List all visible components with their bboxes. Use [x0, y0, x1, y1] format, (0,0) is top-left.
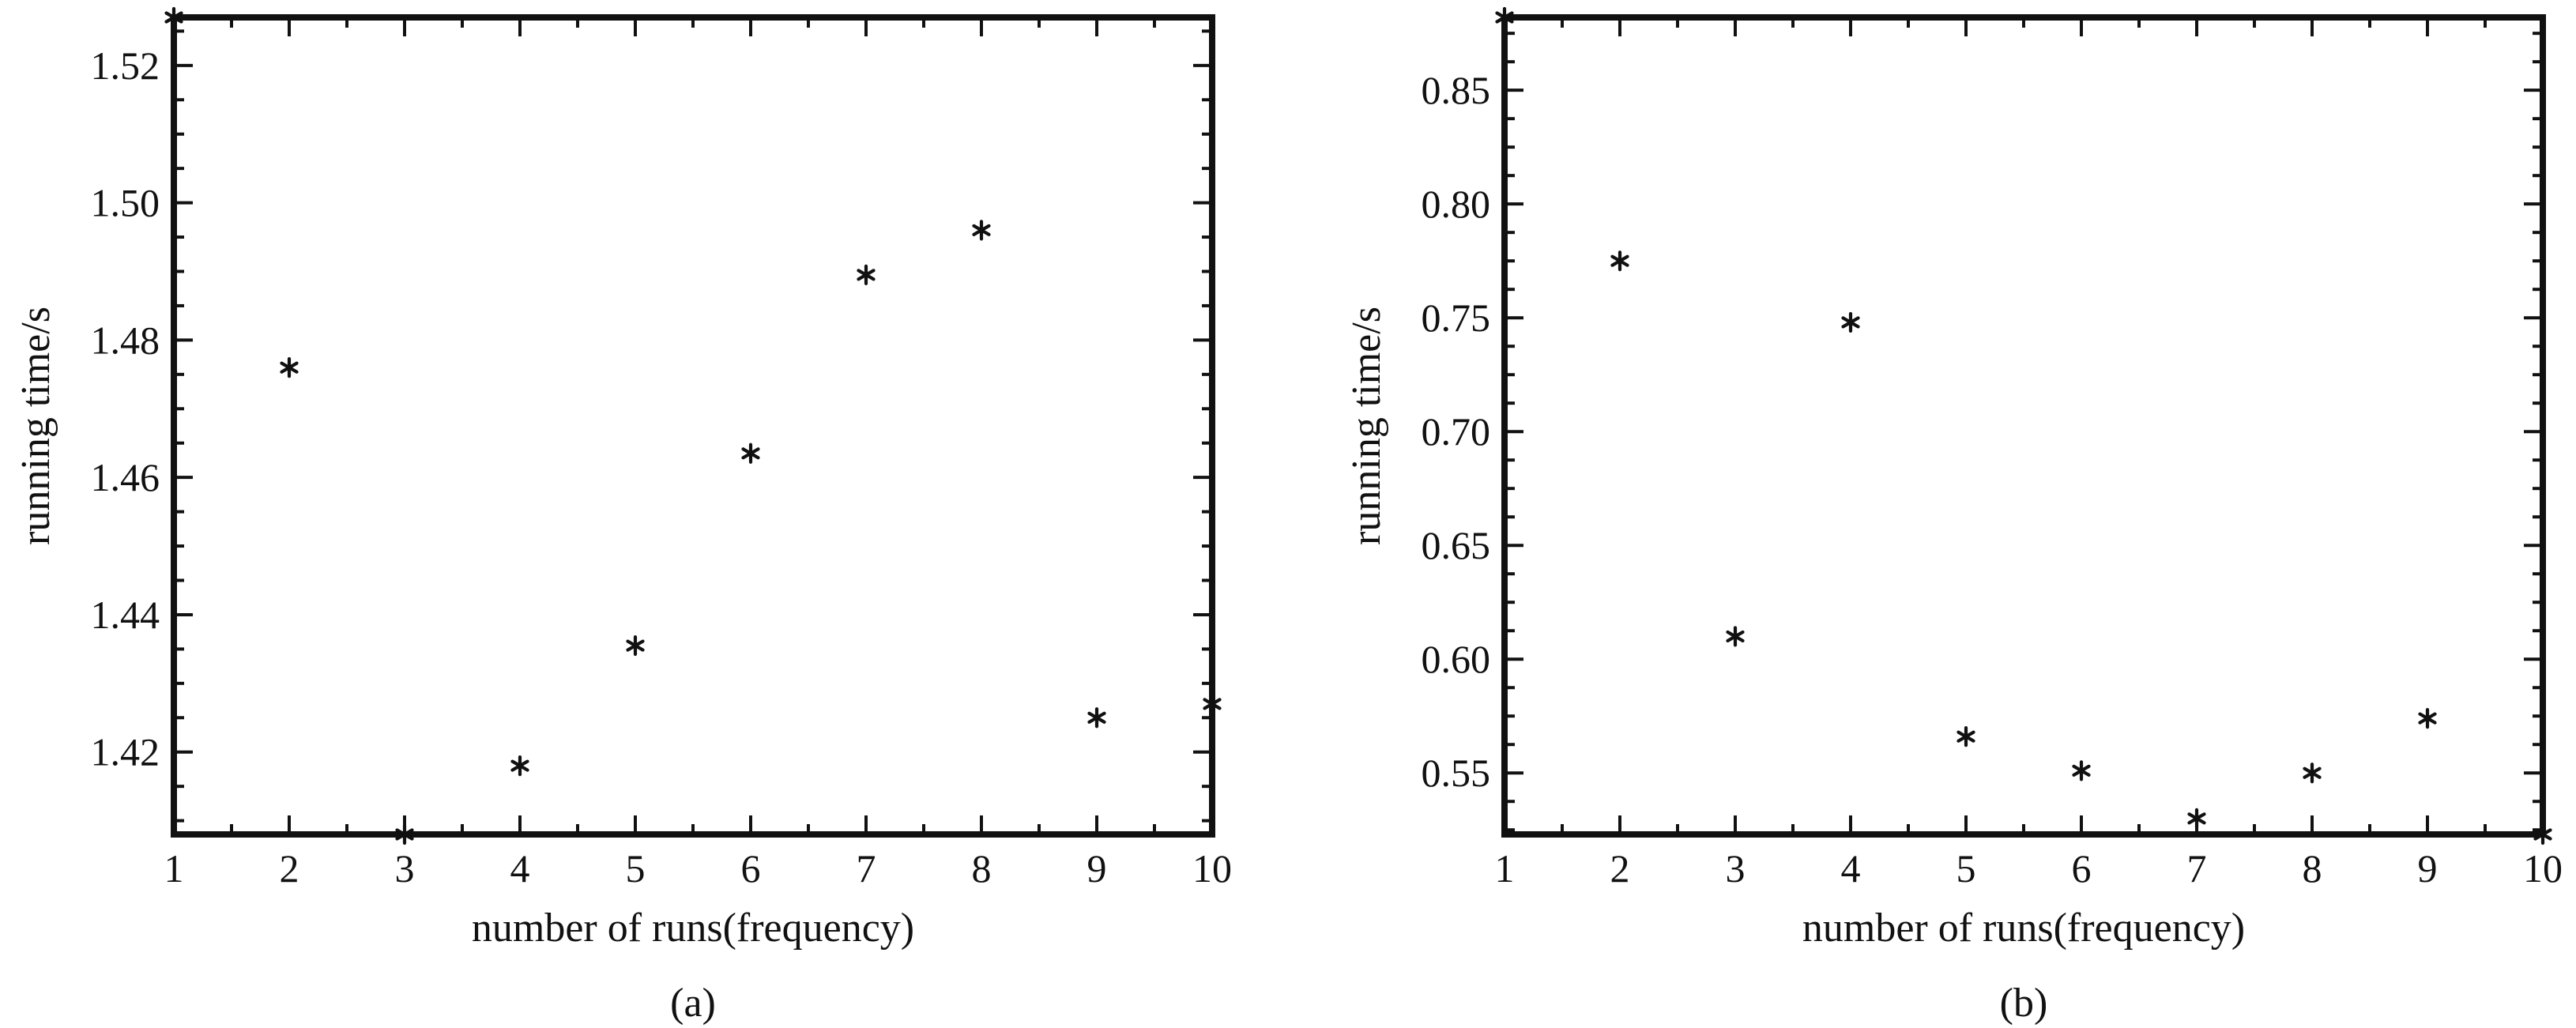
y-axis-label: running time/s: [13, 307, 58, 545]
x-tick-label: 10: [1192, 846, 1232, 891]
x-tick-label: 8: [2303, 846, 2322, 891]
y-tick-label: 0.65: [1422, 523, 1491, 567]
x-tick-label: 3: [395, 846, 415, 891]
data-point: [164, 6, 183, 28]
y-tick-label: 0.60: [1422, 637, 1491, 681]
chart-panel-b: 1 2 3 4 5 6 7 8 9 10 0.55 0.60 0.65 0.70 0.75 0.80 0.85 n…: [1344, 6, 2563, 1026]
y-tick-label: 1.44: [91, 593, 160, 637]
y-tick-label: 0.80: [1422, 182, 1491, 226]
x-tick-label: 5: [626, 846, 646, 891]
y-tick-label: 1.48: [91, 318, 160, 362]
x-tick-label: 2: [1610, 846, 1630, 891]
panel-label: (b): [2000, 981, 2048, 1026]
data-point: [2418, 708, 2437, 729]
x-tick-label: 1: [164, 846, 184, 891]
data-point: [1726, 626, 1745, 647]
data-point: [1203, 693, 1222, 715]
x-axis-label: number of runs(frequency): [1802, 906, 2245, 951]
y-tick-label: 1.50: [91, 181, 160, 225]
data-point: [626, 634, 645, 657]
data-point: [857, 264, 876, 285]
data-point: [1610, 250, 1629, 272]
data-point: [1087, 707, 1106, 729]
data-point: [2072, 760, 2091, 781]
data-point: [510, 755, 529, 777]
y-tick-label: 0.75: [1422, 296, 1491, 340]
chart-panel-a: 1 2 3 4 5 6 7 8 9 10 1.42 1.44 1.46 1.48 1.50 1.52 numbe…: [13, 6, 1232, 1026]
data-point: [2303, 763, 2322, 784]
data-point: [395, 823, 414, 845]
x-tick-label: 1: [1495, 846, 1515, 891]
data-point: [2533, 823, 2552, 845]
x-tick-label: 5: [1956, 846, 1976, 891]
data-point: [280, 357, 299, 378]
data-point: [1495, 6, 1514, 28]
y-tick-label: 1.52: [91, 43, 160, 88]
panel-label: (a): [670, 981, 716, 1026]
x-tick-label: 10: [2523, 846, 2563, 891]
data-point: [972, 220, 991, 241]
x-tick-label: 6: [741, 846, 761, 891]
plot-frame: [1501, 14, 2546, 838]
x-tick-label: 3: [1726, 846, 1746, 891]
x-axis-label: number of runs(frequency): [472, 906, 914, 951]
x-tick-label: 9: [2418, 846, 2438, 891]
y-tick-label: 1.46: [91, 455, 160, 499]
x-tick-label: 4: [510, 846, 530, 891]
y-tick-label: 1.42: [91, 730, 160, 774]
y-axis-label: running time/s: [1344, 307, 1389, 545]
x-tick-label: 7: [857, 846, 876, 891]
data-point: [1956, 726, 1975, 747]
data-point: [741, 442, 760, 464]
x-tick-label: 4: [1841, 846, 1861, 891]
plot-frame: [171, 14, 1215, 838]
y-tick-label: 0.85: [1422, 68, 1491, 112]
data-point: [1841, 311, 1860, 333]
x-tick-label: 8: [972, 846, 992, 891]
x-tick-label: 2: [280, 846, 299, 891]
y-tick-label: 0.70: [1422, 409, 1491, 454]
data-point: [2187, 808, 2206, 829]
x-tick-label: 7: [2187, 846, 2207, 891]
y-tick-label: 0.55: [1422, 751, 1491, 795]
x-tick-label: 6: [2072, 846, 2092, 891]
x-tick-label: 9: [1087, 846, 1107, 891]
